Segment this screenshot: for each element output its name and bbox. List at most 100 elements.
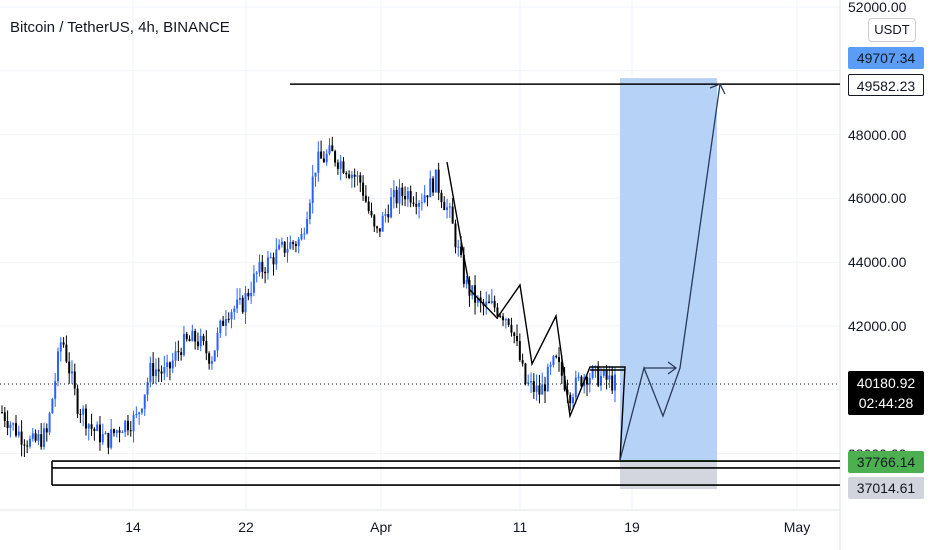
candle-body (182, 333, 185, 355)
candle-body (112, 429, 115, 434)
candle-body (538, 385, 541, 395)
candle-body (266, 257, 269, 274)
candle-body (569, 394, 572, 404)
candle-body (558, 357, 561, 363)
candle-body (264, 271, 267, 274)
candle-body (412, 202, 415, 204)
candle-body (126, 420, 129, 431)
candle-body (160, 371, 163, 374)
candle-body (171, 360, 174, 369)
candle-body (135, 414, 138, 416)
projection-path (619, 83, 721, 461)
candle-body (597, 366, 600, 386)
currency-badge[interactable]: USDT (868, 18, 916, 42)
candle-body (70, 371, 73, 374)
candle-body (247, 293, 250, 297)
candle-body (364, 195, 367, 202)
candle-body (311, 176, 314, 203)
candle-body (370, 211, 373, 216)
candle-body (510, 324, 513, 333)
candle-body (87, 424, 90, 429)
candle-body (563, 375, 566, 390)
candle-body (317, 151, 320, 173)
candle-body (224, 318, 227, 326)
candle-body (199, 335, 202, 347)
candle-body (524, 363, 527, 384)
candle-body (611, 375, 614, 391)
candle-body (532, 381, 535, 392)
candle-body (250, 292, 253, 297)
time-tick-label: Apr (370, 519, 392, 535)
candle-body (140, 408, 143, 413)
candle-body (191, 330, 194, 342)
price-tick-label: 42000.00 (848, 318, 907, 334)
candle-body (188, 339, 191, 342)
candle-body (216, 333, 219, 351)
candle-body (238, 297, 241, 300)
candle-body (614, 374, 616, 391)
candle-body (303, 233, 306, 235)
candle-body (325, 153, 328, 163)
candle-body (387, 213, 390, 218)
candle-body (602, 369, 605, 376)
candle-body (48, 413, 51, 433)
candle-body (306, 219, 309, 234)
candle-body (423, 195, 426, 203)
candle-body (600, 375, 603, 386)
candle-body (9, 424, 12, 429)
candle-body (196, 341, 199, 347)
candle-body (244, 293, 247, 313)
candle-body (90, 424, 93, 429)
candle-body (535, 385, 538, 392)
projection-arrow-mid (667, 361, 678, 375)
candle-body (28, 438, 31, 447)
candle-body (289, 242, 292, 249)
candle-body (258, 261, 261, 273)
time-tick-label: May (783, 519, 811, 535)
candle-body (163, 366, 166, 374)
candle-body (132, 414, 135, 432)
candle-body (560, 362, 563, 376)
candle-body (252, 273, 255, 293)
candle-body (121, 432, 124, 434)
candle-body (544, 384, 547, 392)
candle-body (353, 174, 356, 177)
current-price-value: 40180.92 (856, 375, 916, 391)
candle-body (527, 382, 530, 384)
target-price-tag: 49707.34 (848, 47, 924, 69)
candle-body (138, 412, 141, 415)
candle-body (362, 182, 365, 196)
candle-body (474, 285, 477, 303)
candle-body (398, 187, 401, 204)
candle-body (51, 398, 54, 414)
candle-body (471, 285, 474, 296)
price-tick-label: 52000.00 (848, 0, 907, 15)
candle-body (157, 369, 160, 372)
candle-body (572, 397, 575, 404)
chart-title: Bitcoin / TetherUS, 4h, BINANCE (10, 19, 230, 36)
candle-body (488, 301, 491, 303)
candle-body (96, 424, 99, 431)
candle-body (180, 352, 183, 355)
candle-body (331, 145, 334, 152)
candle-body (101, 434, 104, 443)
candle-body (378, 228, 381, 232)
candle-body (546, 366, 549, 392)
candle-body (118, 430, 121, 433)
candle-body (591, 367, 594, 378)
candle-body (308, 202, 311, 220)
time-tick-label: 19 (624, 519, 640, 535)
candle-body (31, 433, 34, 439)
candle-body (272, 257, 275, 265)
candle-body (348, 174, 351, 178)
candle-body (462, 254, 465, 284)
candle-body (149, 363, 152, 383)
candle-body (194, 330, 197, 342)
candle-body (202, 335, 205, 342)
candle-body (465, 280, 468, 284)
candle-body (401, 187, 404, 196)
candle-body (406, 191, 409, 200)
candle-body (549, 364, 552, 367)
candle-body (586, 377, 589, 385)
